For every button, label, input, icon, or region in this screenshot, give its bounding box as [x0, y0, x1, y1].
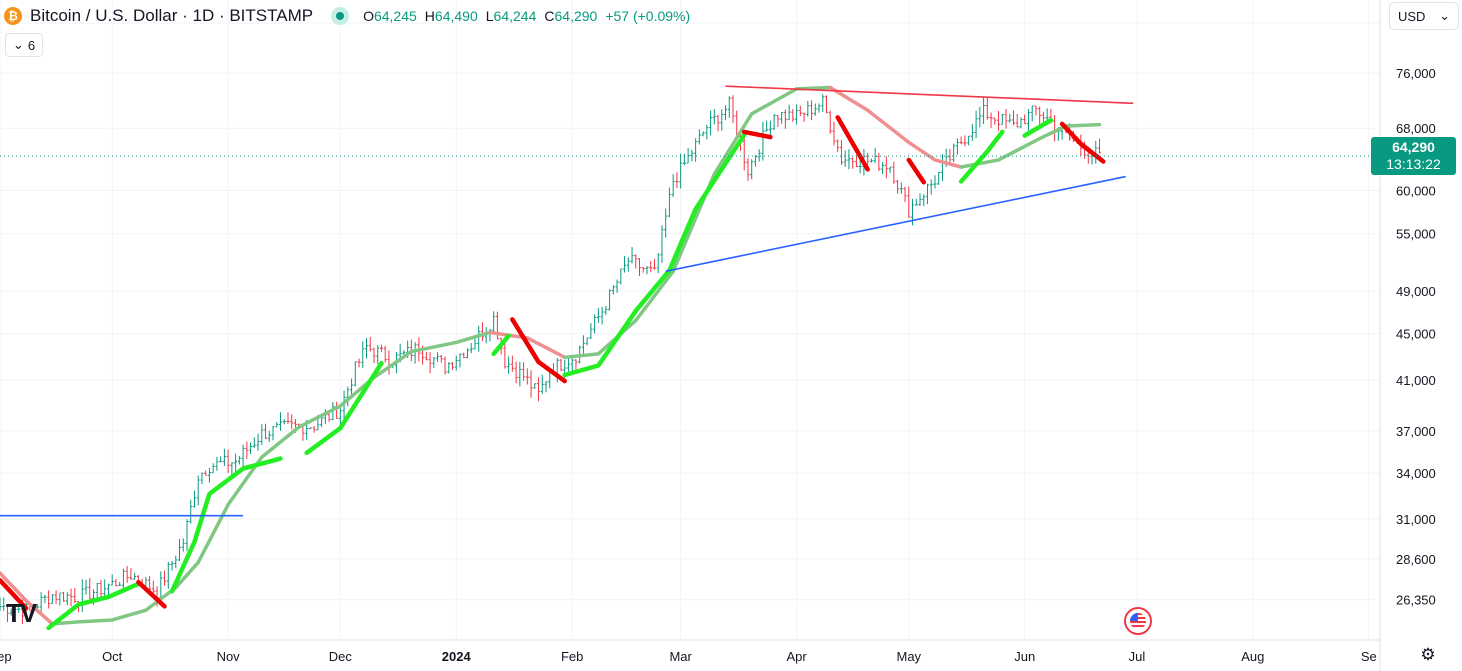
high-label: H — [424, 8, 435, 24]
symbol-header: ₿ Bitcoin / U.S. Dollar · 1D · BITSTAMP … — [4, 4, 690, 28]
moving-average-segment — [1037, 124, 1068, 141]
y-tick-label: 28,600 — [1396, 552, 1436, 567]
moving-average-segment — [933, 158, 963, 169]
moving-average-segment — [76, 618, 114, 624]
supertrend-up-segment — [491, 333, 511, 357]
supertrend-down-segment — [0, 578, 29, 611]
x-tick-label: 2024 — [442, 649, 472, 664]
moving-average-segment — [372, 349, 414, 380]
supertrend-up-segment — [304, 360, 384, 456]
y-tick-label: 34,000 — [1396, 466, 1436, 481]
moving-average-segment — [454, 330, 492, 345]
x-tick-label: Oct — [102, 649, 123, 664]
indicator-count: 6 — [27, 37, 36, 53]
y-tick-label: 49,000 — [1396, 284, 1436, 299]
y-tick-label: 76,000 — [1396, 66, 1436, 81]
symbol-title[interactable]: Bitcoin / U.S. Dollar · 1D · BITSTAMP — [30, 6, 314, 25]
y-tick-label: 55,000 — [1396, 227, 1436, 242]
moving-average-segment — [749, 87, 799, 116]
last-price: 64,290 — [1392, 139, 1435, 156]
moving-average-segment — [959, 158, 1001, 169]
moving-average-segment — [634, 269, 675, 323]
moving-average-segment — [865, 108, 911, 145]
x-tick-label: Feb — [561, 649, 583, 664]
indicators-toggle-button[interactable]: ⌄ 6 — [5, 33, 43, 57]
x-tick-label: Nov — [217, 649, 241, 664]
high-value: 64,490 — [434, 8, 478, 24]
market-status-icon[interactable] — [331, 7, 350, 25]
settings-gear-icon[interactable]: ⚙ — [1420, 645, 1436, 664]
trendline-resistance — [725, 85, 1134, 105]
moving-average-segment — [0, 571, 28, 603]
open-label: O — [363, 8, 374, 24]
supertrend-down-segment — [1059, 121, 1106, 164]
supertrend-up-segment — [46, 581, 141, 631]
moving-average-segment — [712, 112, 754, 176]
y-tick-label: 31,000 — [1396, 512, 1436, 527]
moving-average-segment — [174, 560, 200, 590]
moving-average-segment — [525, 336, 567, 360]
change-value: +57 (+0.09%) — [605, 8, 691, 24]
us-flag-event-icon[interactable] — [1124, 607, 1152, 635]
supertrend-up-segment — [562, 132, 747, 378]
x-tick-label: Mar — [669, 649, 692, 664]
moving-average-segment — [260, 425, 301, 459]
x-tick-label: Dec — [329, 649, 353, 664]
supertrend-down-segment — [835, 115, 870, 172]
moving-average-segment — [110, 608, 148, 622]
y-tick-label: 37,000 — [1396, 424, 1436, 439]
supertrend-up-segment — [169, 456, 283, 594]
ohlc-readout: O64,245 H64,490 L64,244 C64,290 +57 (+0.… — [363, 8, 690, 24]
y-tick-label: 45,000 — [1396, 327, 1436, 342]
supertrend-down-segment — [510, 317, 567, 384]
y-tick-label: 41,000 — [1396, 373, 1436, 388]
tradingview-logo-icon[interactable]: TV — [6, 598, 37, 628]
chevron-down-icon: ⌄ — [12, 37, 24, 52]
moving-average-segment — [196, 502, 230, 565]
trendline-support — [665, 175, 1126, 273]
close-value: 64,290 — [554, 8, 598, 24]
bar-countdown: 13:13:22 — [1386, 156, 1441, 173]
moving-average-segment — [907, 140, 937, 162]
currency-value: USD — [1398, 8, 1426, 24]
supertrend-up-segment — [958, 129, 1005, 184]
x-tick-label: Sep — [0, 649, 12, 664]
close-label: C — [544, 8, 555, 24]
x-tick-label: Jul — [1129, 649, 1146, 664]
supertrend-down-segment — [741, 129, 773, 140]
low-label: L — [485, 8, 494, 24]
x-tick-label: Se — [1361, 649, 1377, 664]
open-value: 64,245 — [373, 8, 417, 24]
bitcoin-icon: ₿ — [4, 7, 22, 25]
moving-average-segment — [297, 404, 343, 429]
supertrend-down-segment — [906, 157, 926, 185]
supertrend-down-segment — [136, 579, 167, 609]
x-tick-label: May — [896, 649, 921, 664]
x-tick-label: Apr — [786, 649, 807, 664]
moving-average-segment — [1064, 122, 1102, 128]
x-tick-label: Aug — [1241, 649, 1264, 664]
last-price-tag: 64,290 13:13:22 — [1371, 137, 1456, 176]
moving-average-segment — [996, 136, 1042, 162]
chevron-down-icon: ⌄ — [1439, 8, 1450, 23]
supertrend-up-segment — [1022, 117, 1054, 138]
low-value: 64,244 — [493, 8, 537, 24]
y-tick-label: 26,350 — [1396, 593, 1436, 608]
y-tick-label: 68,000 — [1396, 121, 1436, 136]
moving-average-segment — [562, 352, 601, 360]
moving-average-segment — [409, 340, 459, 354]
y-tick-label: 60,000 — [1396, 183, 1436, 198]
x-tick-label: Jun — [1014, 649, 1035, 664]
moving-average-segment — [24, 598, 55, 626]
currency-select[interactable]: USD ⌄ — [1389, 2, 1459, 30]
